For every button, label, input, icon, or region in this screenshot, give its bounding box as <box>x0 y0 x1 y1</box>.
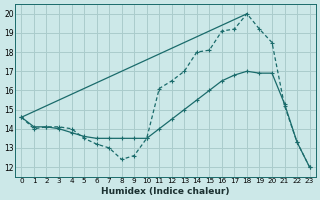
X-axis label: Humidex (Indice chaleur): Humidex (Indice chaleur) <box>101 187 230 196</box>
